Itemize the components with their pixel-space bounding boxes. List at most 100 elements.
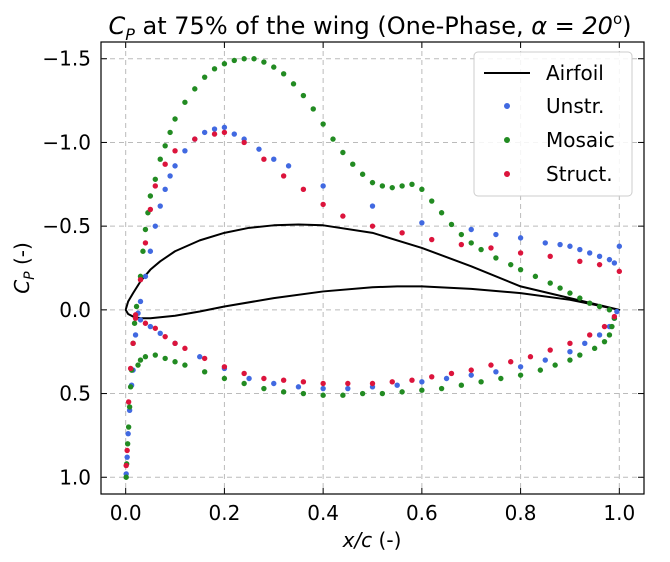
- struct-point: [123, 462, 129, 469]
- struct-point: [261, 375, 267, 382]
- title-rest: at 75% of the wing (One-Phase,: [135, 12, 531, 40]
- mosaic-point: [182, 99, 188, 105]
- struct-point: [616, 268, 623, 275]
- mosaic-point: [140, 248, 146, 254]
- legend-unstr-marker: [504, 103, 510, 109]
- unstr-point: [493, 369, 499, 375]
- mosaic-point: [300, 92, 307, 99]
- mosaic-point: [493, 255, 499, 261]
- mosaic-point: [182, 362, 188, 368]
- struct-point: [201, 355, 208, 362]
- mosaic-point: [172, 116, 178, 122]
- legend-struct-label: Struct.: [546, 162, 613, 186]
- struct-point-group: [123, 129, 623, 469]
- title-var: C: [108, 12, 125, 40]
- unstr-point: [567, 349, 573, 355]
- mosaic-point: [577, 295, 583, 301]
- mosaic-point: [261, 385, 267, 392]
- mosaic-point: [547, 280, 553, 286]
- unstr-point: [419, 220, 425, 226]
- struct-point: [130, 340, 136, 347]
- legend-struct-marker: [504, 171, 510, 177]
- unstr-point: [221, 124, 228, 131]
- struct-point: [221, 129, 228, 136]
- mosaic-point: [591, 345, 598, 352]
- unstr-point: [616, 243, 623, 249]
- mosaic-point: [152, 176, 158, 182]
- mosaic-point: [123, 474, 129, 480]
- unstr-point: [577, 246, 583, 253]
- mosaic-point: [478, 379, 484, 385]
- mosaic-point: [532, 273, 539, 280]
- y-label-unit: (-): [10, 242, 34, 271]
- mosaic-point: [537, 367, 544, 373]
- mosaic-point: [192, 86, 198, 92]
- unstr-point: [596, 332, 603, 338]
- struct-point: [124, 447, 130, 454]
- legend-mosaic-marker: [504, 137, 510, 143]
- mosaic-point: [567, 290, 573, 296]
- unstr-point: [124, 454, 130, 460]
- struct-point: [399, 230, 405, 236]
- struct-point: [300, 186, 307, 193]
- struct-point: [488, 362, 494, 368]
- unstr-point: [157, 330, 163, 336]
- mosaic-point: [320, 392, 326, 398]
- unstr-point: [201, 129, 208, 136]
- unstr-point: [596, 253, 603, 259]
- title-sup: o: [613, 10, 622, 28]
- mosaic-point: [261, 59, 267, 65]
- unstr-point: [137, 317, 144, 323]
- x-label-unit: (-): [372, 528, 401, 552]
- unstr-point: [468, 372, 474, 378]
- x-tick-label: 1.0: [603, 501, 635, 525]
- struct-point: [152, 183, 158, 189]
- mosaic-point: [517, 372, 524, 378]
- unstr-point: [157, 203, 163, 209]
- mosaic-point: [320, 121, 326, 127]
- mosaic-point: [557, 285, 563, 291]
- mosaic-point: [271, 64, 277, 70]
- struct-point: [127, 365, 134, 372]
- struct-point: [142, 320, 149, 326]
- title-sub: P: [125, 25, 135, 44]
- mosaic-point: [517, 266, 524, 273]
- struct-point: [241, 139, 247, 146]
- struct-point: [211, 131, 218, 137]
- mosaic-point: [359, 390, 366, 397]
- mosaic-point: [280, 71, 287, 77]
- unstr-point: [614, 308, 620, 315]
- mosaic-point: [162, 143, 168, 149]
- airfoil-layer: [124, 223, 621, 320]
- struct-point: [241, 370, 247, 377]
- struct-point: [448, 370, 455, 377]
- mosaic-point: [438, 210, 445, 216]
- mosaic-point: [127, 384, 134, 390]
- unstr-point: [125, 431, 131, 437]
- struct-point: [132, 312, 139, 318]
- y-tick-label: −1.5: [42, 47, 91, 71]
- mosaic-point: [606, 307, 613, 313]
- unstr-point: [142, 273, 149, 280]
- legend-unstr-label: Unstr.: [546, 94, 604, 118]
- mosaic-point: [131, 320, 138, 326]
- unstr-point: [320, 385, 326, 392]
- mosaic-point: [409, 181, 415, 187]
- mosaic-point: [251, 56, 257, 62]
- mosaic-point: [577, 352, 583, 358]
- mosaic-point: [350, 161, 356, 167]
- unstr-point: [443, 375, 450, 382]
- legend: Airfoil Unstr. Mosaic Struct.: [473, 51, 633, 197]
- unstr-point: [493, 231, 499, 238]
- mosaic-point: [137, 357, 144, 363]
- mosaic-point: [167, 129, 173, 136]
- struct-point: [429, 236, 435, 243]
- struct-point: [587, 332, 593, 338]
- struct-point: [369, 380, 376, 387]
- mosaic-point: [419, 186, 425, 193]
- struct-point: [577, 258, 583, 264]
- struct-point: [468, 367, 474, 373]
- mosaic-point: [601, 338, 608, 345]
- struct-point: [142, 240, 149, 246]
